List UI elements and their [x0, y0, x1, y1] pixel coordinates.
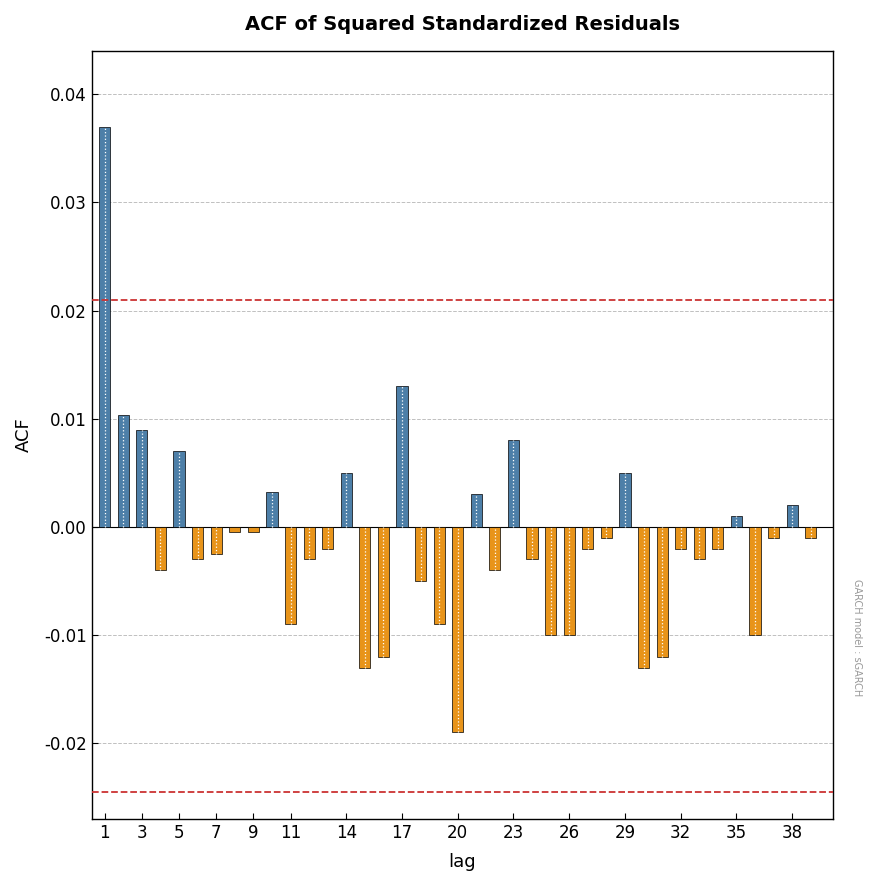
Bar	[656, 527, 668, 657]
Bar	[137, 430, 147, 527]
Bar	[768, 527, 779, 538]
Bar	[749, 527, 761, 635]
Bar	[229, 527, 241, 532]
Bar	[378, 527, 389, 657]
Bar	[731, 516, 742, 527]
Bar	[694, 527, 705, 559]
Bar	[248, 527, 259, 532]
Bar	[322, 527, 333, 548]
Bar	[396, 386, 408, 527]
Bar	[712, 527, 724, 548]
Bar	[471, 494, 482, 527]
Bar	[415, 527, 426, 581]
Bar	[583, 527, 593, 548]
Bar	[360, 527, 370, 667]
Text: GARCH model : sGARCH: GARCH model : sGARCH	[852, 579, 862, 696]
Bar	[564, 527, 575, 635]
Bar	[285, 527, 296, 625]
Bar	[508, 440, 519, 527]
Bar	[99, 127, 110, 527]
Bar	[341, 473, 352, 527]
Bar	[805, 527, 816, 538]
Bar	[173, 451, 185, 527]
Bar	[787, 505, 797, 527]
Bar	[155, 527, 166, 571]
Bar	[118, 416, 129, 527]
Bar	[433, 527, 445, 625]
Bar	[527, 527, 537, 559]
Bar	[489, 527, 501, 571]
Bar	[675, 527, 686, 548]
Bar	[266, 493, 278, 527]
Bar	[638, 527, 649, 667]
X-axis label: lag: lag	[448, 853, 476, 871]
Title: ACF of Squared Standardized Residuals: ACF of Squared Standardized Residuals	[245, 15, 680, 34]
Bar	[619, 473, 630, 527]
Y-axis label: ACF: ACF	[15, 417, 33, 453]
Bar	[601, 527, 612, 538]
Bar	[192, 527, 203, 559]
Bar	[545, 527, 556, 635]
Bar	[210, 527, 222, 554]
Bar	[452, 527, 464, 733]
Bar	[304, 527, 314, 559]
